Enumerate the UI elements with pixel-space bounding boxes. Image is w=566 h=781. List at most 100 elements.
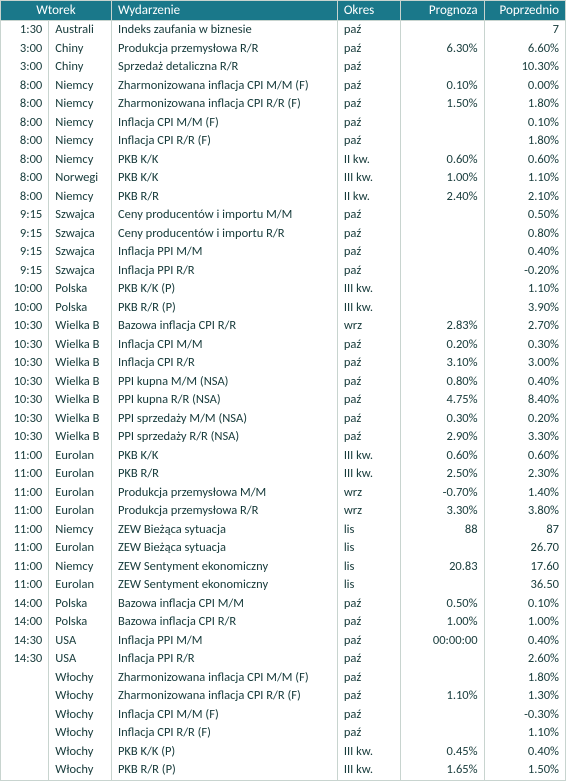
table-row: 8:00NorwegiPKB K/KIII kw.1.00%1.10% — [1, 169, 566, 188]
cell-prev: 1.00% — [484, 613, 565, 632]
cell-event: PPI kupna M/M (NSA) — [111, 373, 337, 392]
cell-period: lis — [337, 539, 400, 558]
cell-country: Niemcy — [49, 558, 112, 577]
cell-forecast — [400, 539, 484, 558]
cell-time: 9:15 — [1, 225, 49, 244]
cell-period: paź — [337, 262, 400, 281]
cell-period: paź — [337, 95, 400, 114]
cell-country: Chiny — [49, 40, 112, 59]
cell-event: PKB R/R — [111, 465, 337, 484]
cell-prev: 1.10% — [484, 724, 565, 743]
table-row: 8:00NiemcyZharmonizowana inflacja CPI M/… — [1, 77, 566, 96]
header-day: Wtorek — [1, 1, 112, 21]
cell-time: 8:00 — [1, 188, 49, 207]
cell-event: ZEW Bieżąca sytuacja — [111, 521, 337, 540]
cell-country: USA — [49, 650, 112, 669]
cell-event: ZEW Bieżąca sytuacja — [111, 539, 337, 558]
cell-prev: -0.20% — [484, 262, 565, 281]
cell-period: paź — [337, 613, 400, 632]
cell-prev: 0.40% — [484, 743, 565, 762]
table-row: 10:30Wielka BPPI kupna M/M (NSA)paź0.80%… — [1, 373, 566, 392]
cell-time: 14:30 — [1, 650, 49, 669]
cell-time: 8:00 — [1, 169, 49, 188]
cell-time: 8:00 — [1, 114, 49, 133]
cell-event: Inflacja CPI M/M — [111, 336, 337, 355]
cell-forecast — [400, 706, 484, 725]
cell-country: Niemcy — [49, 77, 112, 96]
cell-period: paź — [337, 114, 400, 133]
cell-time — [1, 687, 49, 706]
cell-prev: 1.80% — [484, 95, 565, 114]
cell-event: ZEW Sentyment ekonomiczny — [111, 558, 337, 577]
cell-time: 8:00 — [1, 132, 49, 151]
cell-event: Inflacja PPI M/M — [111, 243, 337, 262]
cell-period: paź — [337, 669, 400, 688]
cell-period: paź — [337, 132, 400, 151]
cell-time: 10:30 — [1, 391, 49, 410]
cell-forecast — [400, 225, 484, 244]
cell-forecast: 1.65% — [400, 761, 484, 780]
cell-forecast — [400, 21, 484, 40]
cell-prev: 3.30% — [484, 428, 565, 447]
cell-time: 1:30 — [1, 21, 49, 40]
cell-forecast — [400, 114, 484, 133]
cell-time: 9:15 — [1, 262, 49, 281]
header-event: Wydarzenie — [111, 1, 337, 21]
cell-time — [1, 761, 49, 780]
cell-country: Niemcy — [49, 188, 112, 207]
cell-country: Niemcy — [49, 114, 112, 133]
table-row: 10:30Wielka BInflacja CPI R/Rpaź3.10%3.0… — [1, 354, 566, 373]
cell-forecast: 0.50% — [400, 595, 484, 614]
cell-period: II kw. — [337, 188, 400, 207]
cell-prev: -0.30% — [484, 706, 565, 725]
cell-time: 11:00 — [1, 465, 49, 484]
cell-prev: 1.80% — [484, 132, 565, 151]
cell-prev: 0.40% — [484, 632, 565, 651]
cell-event: Bazowa inflacja CPI R/R — [111, 317, 337, 336]
table-row: 8:00NiemcyInflacja CPI M/M (F)paź0.10% — [1, 114, 566, 133]
cell-country: Wielka B — [49, 410, 112, 429]
table-row: 11:00EurolanPKB K/KIII kw.0.60%0.60% — [1, 447, 566, 466]
cell-prev: 7 — [484, 21, 565, 40]
cell-period: wrz — [337, 502, 400, 521]
cell-time: 11:00 — [1, 539, 49, 558]
cell-country: Eurolan — [49, 484, 112, 503]
cell-event: Produkcja przemysłowa M/M — [111, 484, 337, 503]
cell-forecast — [400, 243, 484, 262]
cell-country: Norwegi — [49, 169, 112, 188]
cell-country: Niemcy — [49, 132, 112, 151]
cell-country: Wielka B — [49, 354, 112, 373]
cell-prev: 36.50 — [484, 576, 565, 595]
cell-event: Inflacja CPI R/R (F) — [111, 132, 337, 151]
table-row: 9:15SzwajcaCeny producentów i importu M/… — [1, 206, 566, 225]
table-row: 10:30Wielka BPPI kupna R/R (NSA)paź4.75%… — [1, 391, 566, 410]
table-row: 11:00NiemcyZEW Bieżąca sytuacjalis8887 — [1, 521, 566, 540]
cell-prev: 0.10% — [484, 595, 565, 614]
table-row: 8:00NiemcyZharmonizowana inflacja CPI R/… — [1, 95, 566, 114]
cell-time — [1, 669, 49, 688]
cell-time: 10:30 — [1, 317, 49, 336]
table-row: 8:00NiemcyPKB R/RII kw.2.40%2.10% — [1, 188, 566, 207]
cell-event: PPI kupna R/R (NSA) — [111, 391, 337, 410]
cell-time: 10:00 — [1, 280, 49, 299]
cell-country: Włochy — [49, 706, 112, 725]
cell-country: Polska — [49, 280, 112, 299]
table-row: 11:00EurolanZEW Bieżąca sytuacjalis26.70 — [1, 539, 566, 558]
cell-country: Eurolan — [49, 447, 112, 466]
table-row: 10:30Wielka BBazowa inflacja CPI R/Rwrz2… — [1, 317, 566, 336]
cell-time: 10:30 — [1, 428, 49, 447]
cell-forecast: 4.75% — [400, 391, 484, 410]
cell-forecast — [400, 650, 484, 669]
cell-country: Włochy — [49, 743, 112, 762]
cell-prev: 0.20% — [484, 410, 565, 429]
cell-prev: 6.60% — [484, 40, 565, 59]
cell-period: III kw. — [337, 299, 400, 318]
cell-event: Indeks zaufania w biznesie — [111, 21, 337, 40]
cell-prev: 3.00% — [484, 354, 565, 373]
cell-forecast — [400, 280, 484, 299]
table-row: 10:30Wielka BPPI sprzedaży R/R (NSA)paź2… — [1, 428, 566, 447]
cell-period: paź — [337, 354, 400, 373]
cell-prev: 1.30% — [484, 687, 565, 706]
cell-forecast: 3.10% — [400, 354, 484, 373]
cell-event: Inflacja CPI R/R (F) — [111, 724, 337, 743]
